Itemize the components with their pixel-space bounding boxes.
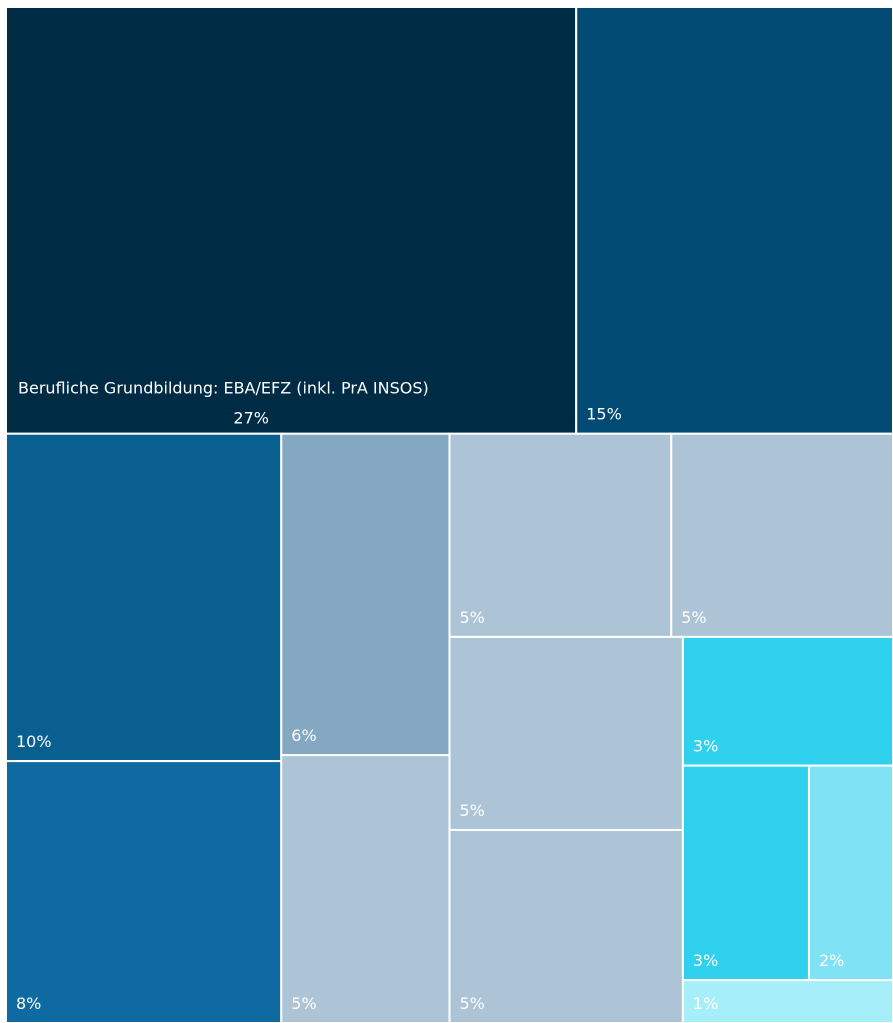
treemap-tile [448, 828, 684, 1023]
tile-value-label: 5% [460, 608, 485, 627]
treemap-tile [280, 754, 451, 1023]
tile-value-label: 6% [291, 726, 316, 745]
tile-value-label: 1% [693, 994, 718, 1013]
tile-value-label: 5% [460, 994, 485, 1013]
tile-value-label: 8% [16, 994, 41, 1013]
treemap-tile [448, 432, 673, 638]
tile-value-label: 10% [16, 732, 52, 751]
treemap-tile [448, 635, 684, 831]
treemap-tile [807, 764, 893, 982]
treemap-tile [5, 6, 578, 435]
treemap-tile [681, 979, 893, 1023]
treemap-tile [280, 432, 451, 757]
tile-value-label: 5% [681, 608, 706, 627]
treemap-tile [575, 6, 893, 435]
tile-value-label: 27% [233, 409, 269, 428]
treemap-tile [670, 432, 893, 638]
tile-value-label: 5% [460, 801, 485, 820]
treemap-tile [681, 764, 810, 982]
tile-label: Berufliche Grundbildung: EBA/EFZ (inkl. … [18, 379, 429, 398]
treemap-tile [5, 432, 283, 763]
treemap-tile [681, 635, 893, 767]
tile-value-label: 3% [693, 951, 718, 970]
tile-value-label: 3% [693, 737, 718, 756]
tile-value-label: 5% [291, 994, 316, 1013]
tile-value-label: 15% [586, 405, 622, 424]
tile-value-label: 2% [819, 951, 844, 970]
treemap-tile [5, 760, 283, 1023]
